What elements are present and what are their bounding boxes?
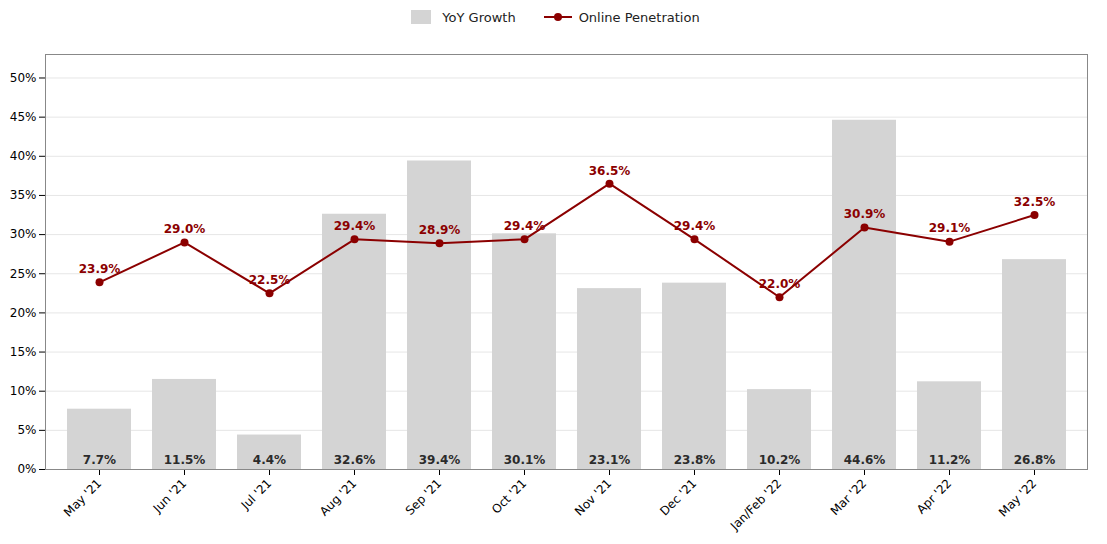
svg-text:44.6%: 44.6% <box>844 453 886 467</box>
svg-text:10.2%: 10.2% <box>759 453 801 467</box>
svg-text:Mar '22: Mar '22 <box>828 476 870 518</box>
svg-text:Jun '21: Jun '21 <box>150 476 190 516</box>
svg-text:0%: 0% <box>17 462 36 476</box>
svg-text:11.5%: 11.5% <box>164 453 206 467</box>
svg-text:45%: 45% <box>10 110 37 124</box>
svg-text:40%: 40% <box>10 149 37 163</box>
svg-text:Aug '21: Aug '21 <box>317 476 359 518</box>
svg-text:7.7%: 7.7% <box>83 453 116 467</box>
svg-text:23.9%: 23.9% <box>79 262 121 276</box>
svg-text:22.0%: 22.0% <box>759 277 801 291</box>
svg-text:4.4%: 4.4% <box>253 453 286 467</box>
svg-text:32.6%: 32.6% <box>334 453 376 467</box>
svg-text:30.9%: 30.9% <box>844 207 886 221</box>
svg-text:Jan/Feb '22: Jan/Feb '22 <box>727 476 784 533</box>
svg-text:May '21: May '21 <box>61 476 104 519</box>
svg-text:30.1%: 30.1% <box>504 453 546 467</box>
svg-text:15%: 15% <box>10 345 37 359</box>
svg-text:26.8%: 26.8% <box>1014 453 1056 467</box>
svg-text:20%: 20% <box>10 306 37 320</box>
svg-text:29.1%: 29.1% <box>929 221 971 235</box>
svg-text:May '22: May '22 <box>996 476 1039 519</box>
svg-text:25%: 25% <box>10 267 37 281</box>
html-text:YoY Growth: YoY Growth <box>442 9 516 25</box>
svg-text:Sep '21: Sep '21 <box>403 476 445 518</box>
svg-text:39.4%: 39.4% <box>419 453 461 467</box>
svg-text:5%: 5% <box>17 423 36 437</box>
svg-text:50%: 50% <box>10 71 37 85</box>
svg-text:Jul '21: Jul '21 <box>238 476 275 513</box>
svg-text:22.5%: 22.5% <box>249 273 291 287</box>
svg-text:35%: 35% <box>10 188 37 202</box>
svg-text:29.4%: 29.4% <box>674 219 716 233</box>
svg-text:23.1%: 23.1% <box>589 453 631 467</box>
svg-text:Dec '21: Dec '21 <box>657 476 699 518</box>
svg-text:29.0%: 29.0% <box>164 222 206 236</box>
svg-text:36.5%: 36.5% <box>589 164 631 178</box>
svg-text:23.8%: 23.8% <box>674 453 716 467</box>
svg-text:29.4%: 29.4% <box>334 219 376 233</box>
svg-text:11.2%: 11.2% <box>929 453 971 467</box>
svg-text:29.4%: 29.4% <box>504 219 546 233</box>
svg-text:28.9%: 28.9% <box>419 223 461 237</box>
svg-text:10%: 10% <box>10 384 37 398</box>
svg-text:32.5%: 32.5% <box>1014 195 1056 209</box>
svg-text:Apr '22: Apr '22 <box>914 476 954 516</box>
html-text:Online Penetration: Online Penetration <box>578 9 700 25</box>
svg-text:30%: 30% <box>10 227 37 241</box>
svg-text:Nov '21: Nov '21 <box>572 476 614 518</box>
svg-text:Oct '21: Oct '21 <box>489 476 529 516</box>
